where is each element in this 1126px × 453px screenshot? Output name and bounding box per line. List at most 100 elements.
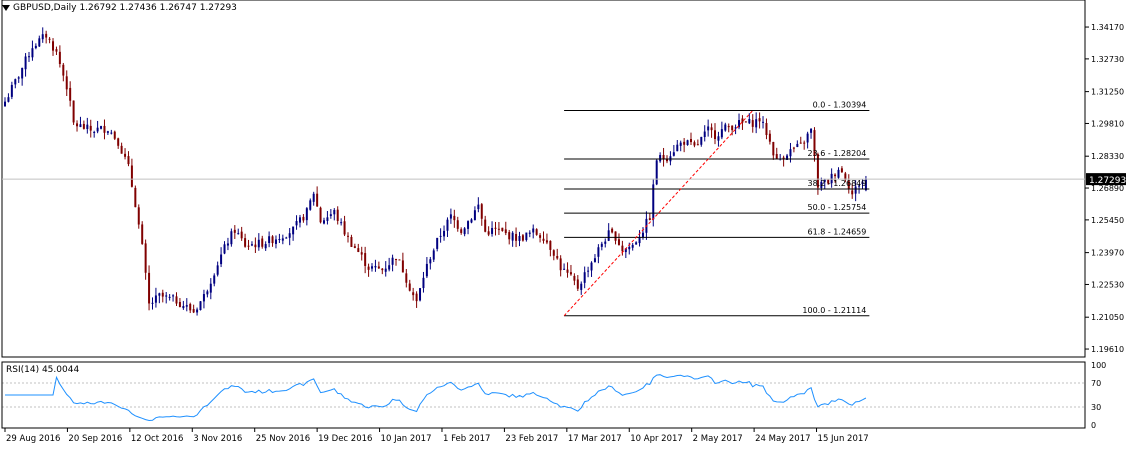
candle [549,240,552,257]
candle [741,115,744,130]
candle-body [254,244,257,248]
candle-body [443,230,446,237]
candle-body [690,138,692,143]
candle [539,233,542,243]
candle [182,300,185,310]
date-tick-label: 25 Nov 2016 [256,434,310,444]
candle-body [202,294,205,302]
candle [391,254,394,272]
candle-body [120,145,123,154]
candle-body [439,235,442,237]
candle [398,259,401,261]
candle-body [415,293,418,302]
candle [494,221,497,236]
collapse-triangle-icon[interactable] [2,5,10,11]
candle-body [38,38,41,47]
candle-body [192,309,195,313]
candle [532,224,535,239]
candle-body [525,232,528,241]
candle [422,271,425,293]
candle-body [772,141,775,156]
candle [24,53,27,77]
candle [388,257,391,272]
candle [124,148,127,160]
fib-level-label: 50.0 - 1.25754 [807,203,866,212]
candle-body [775,154,778,159]
candle-body [813,130,816,156]
candle-body [148,272,151,304]
candle-body [398,259,401,261]
candle [573,273,576,286]
candle-body [449,214,452,219]
candle [683,138,686,153]
candle [7,93,10,103]
candle [593,254,596,263]
rsi-header: RSI(14) 45.0044 [6,365,80,375]
candle-body [861,181,864,185]
candle-body [48,38,51,40]
candle-body [820,181,823,188]
candle-body [847,180,850,190]
current-price-tag-text: 1.27293 [1089,176,1126,186]
candle-body [717,136,720,141]
candle [748,113,751,125]
candle [425,257,428,279]
candle-body [329,214,332,217]
candle [206,289,209,298]
candle-body [350,237,353,247]
candle-body [532,228,535,233]
candle [58,45,61,68]
candle-body [659,155,662,162]
candle-body [539,235,542,238]
candle-body [113,131,116,139]
date-tick-label: 12 Oct 2016 [131,434,184,444]
chart-header: GBPUSD,Daily 1.26792 1.27436 1.26747 1.2… [2,3,237,13]
candle [312,191,315,206]
candle-body [233,229,236,233]
candle [587,266,590,278]
price-tick-label: 1.25450 [1091,216,1124,225]
candle-body [55,49,58,52]
candle-body [662,154,665,160]
candle-body [600,243,603,247]
candle-body [655,160,658,185]
candle [134,185,137,208]
candle-body [340,222,343,224]
candle [638,230,641,247]
candle [233,225,236,239]
candle [693,140,696,148]
candle-body [587,270,590,272]
candle [364,246,367,274]
candle-body [467,221,470,229]
candle-body [62,64,65,76]
price-tick-label: 1.28330 [1091,152,1124,161]
candle [714,123,717,145]
candle-body [789,149,792,157]
candle-body [648,218,651,220]
candle-body [590,262,593,271]
candle [600,241,603,251]
candle [710,123,713,138]
candle [72,100,75,125]
rsi-tick-label: 100 [1091,361,1106,370]
candle [755,112,758,134]
candle-body [14,79,17,85]
candle [727,123,730,133]
candle [501,227,504,232]
candle-body [274,239,277,244]
candle [439,228,442,243]
candle-body [624,248,627,253]
candle-body [422,277,425,289]
candle [309,198,312,211]
candle [816,152,819,195]
candle-body [45,33,48,38]
symbol-label: GBPUSD,Daily [13,3,77,13]
candle [480,203,483,226]
candle-body [806,133,809,143]
candle-body [593,258,596,262]
candle-body [635,242,638,245]
candle-body [7,97,10,102]
candle-body [707,126,710,131]
